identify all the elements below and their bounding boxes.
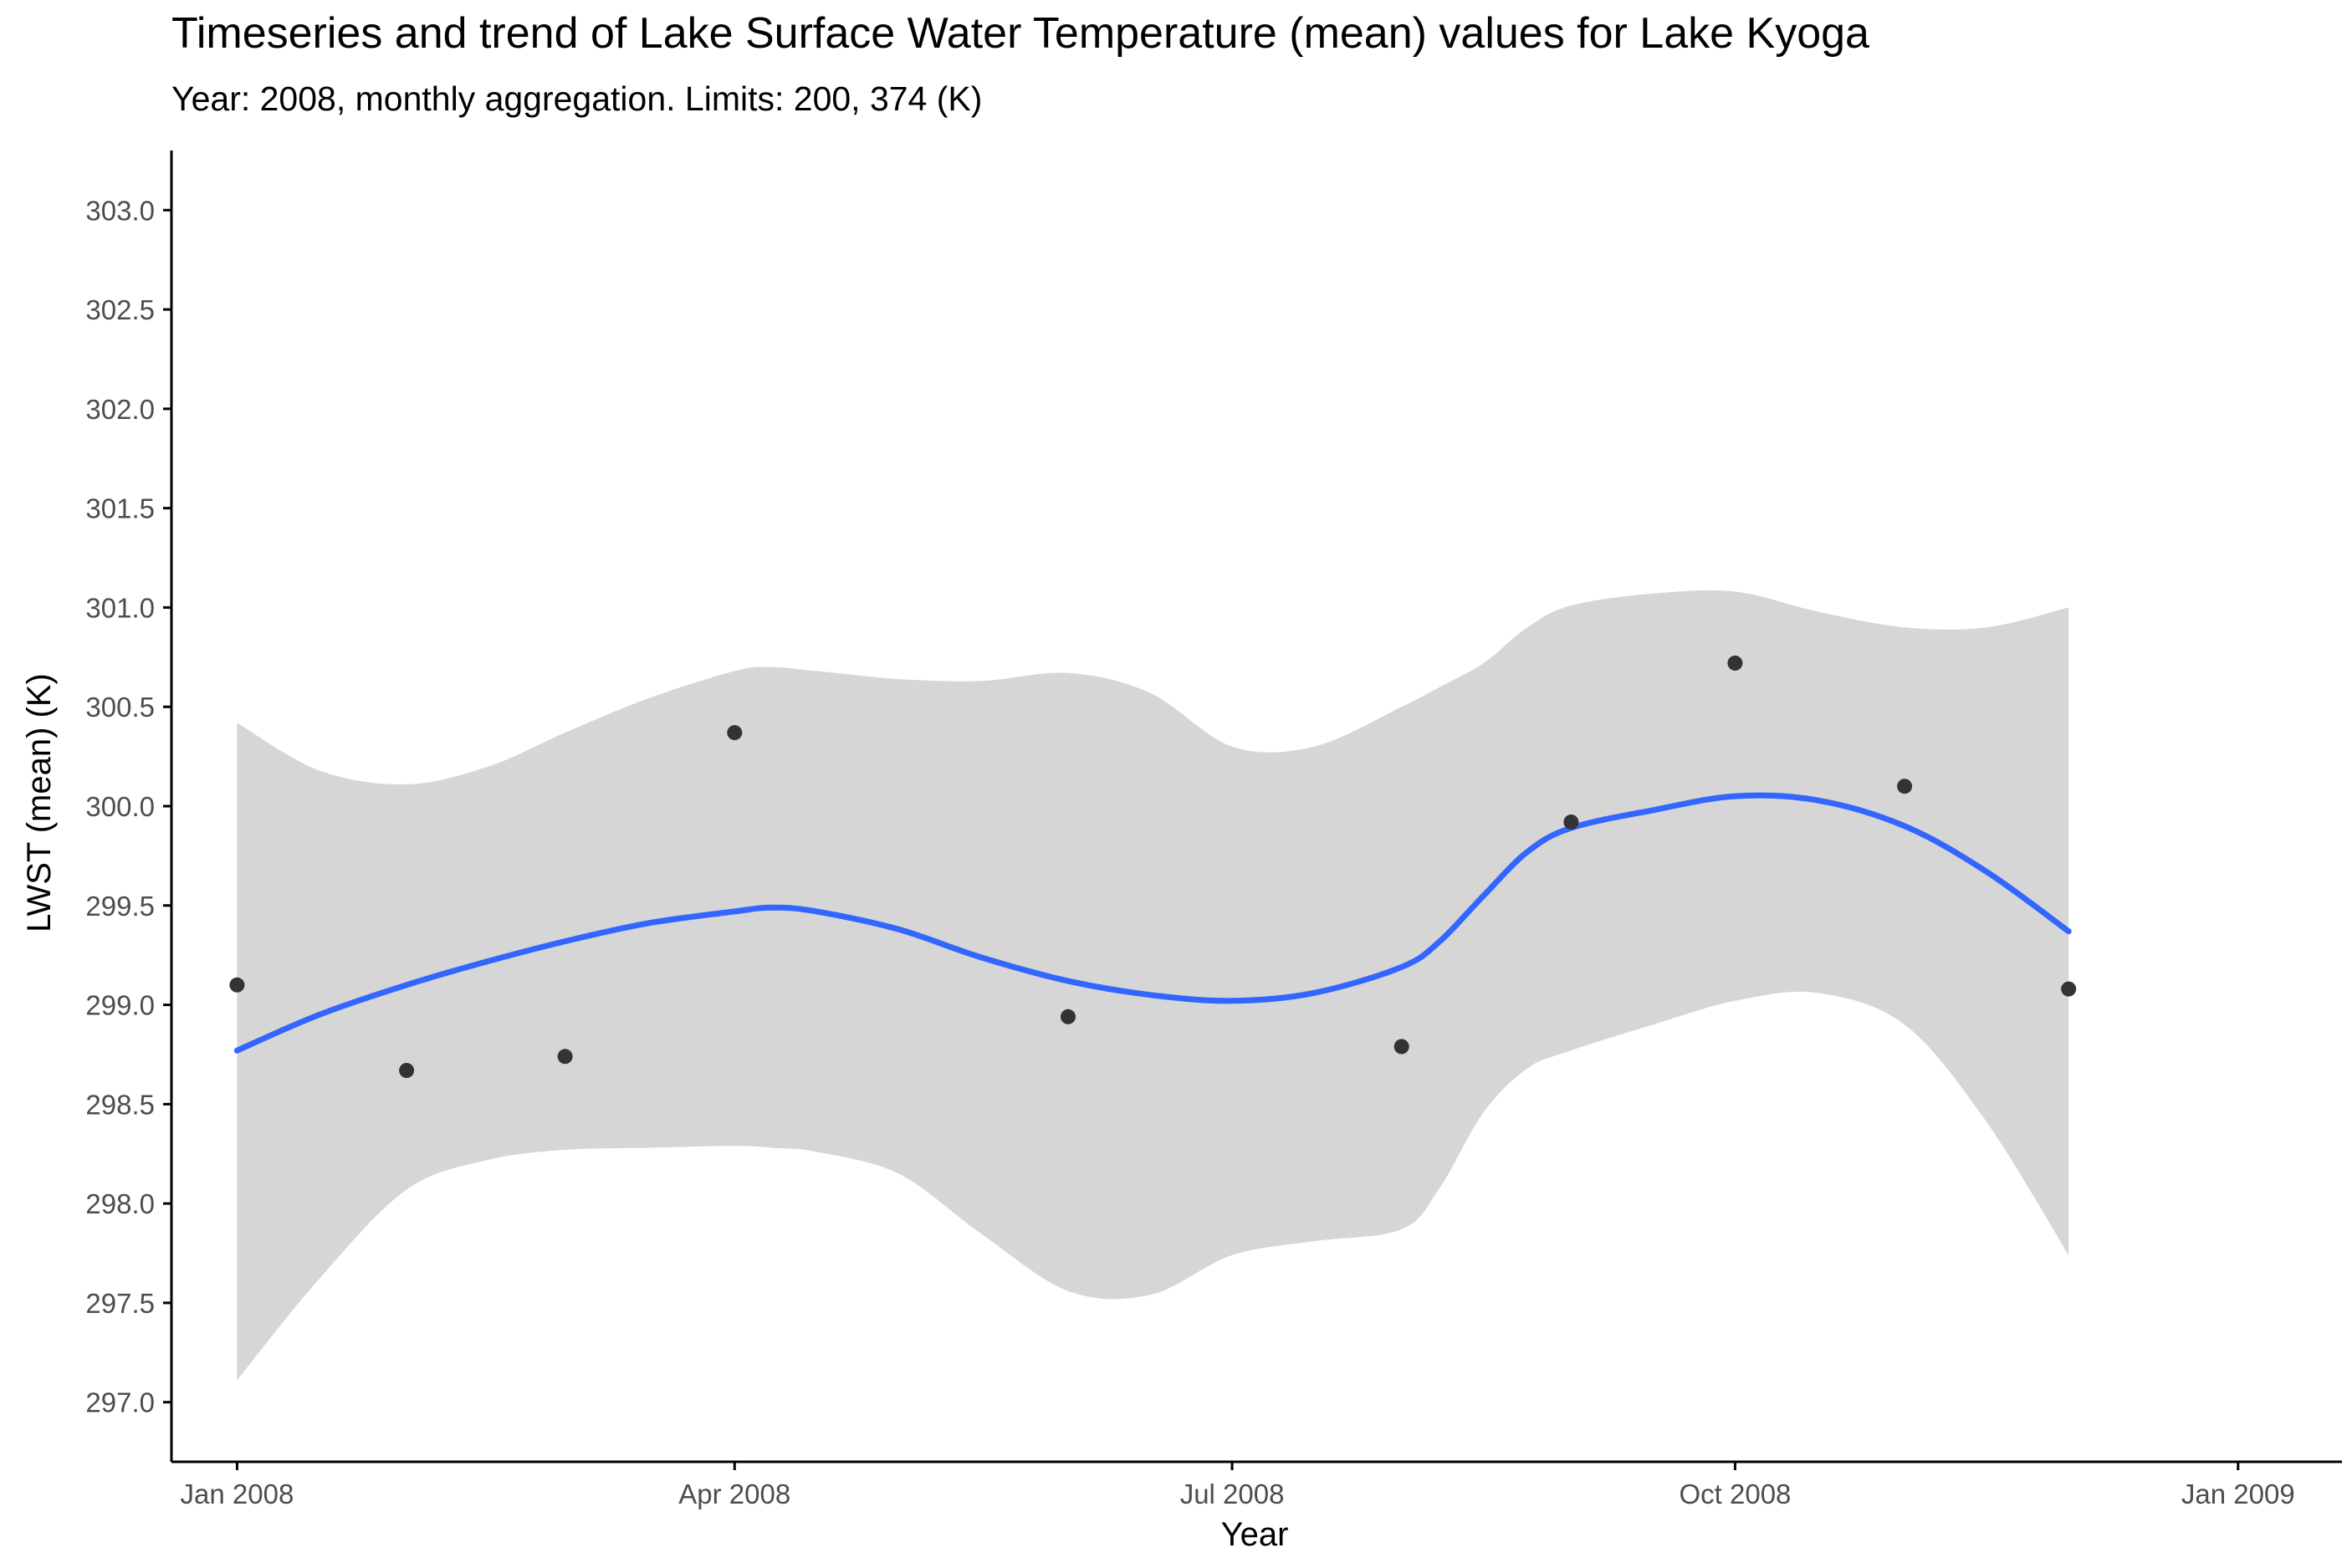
chart-title: Timeseries and trend of Lake Surface Wat… <box>171 9 1869 58</box>
data-point <box>229 977 245 993</box>
y-tick-label: 299.0 <box>85 990 155 1021</box>
data-point <box>557 1049 573 1065</box>
x-tick-label: Oct 2008 <box>1679 1479 1791 1509</box>
y-tick-label: 297.0 <box>85 1387 155 1418</box>
data-point <box>1061 1009 1076 1024</box>
confidence-band-layer <box>237 590 2069 1381</box>
y-tick-label: 300.5 <box>85 692 155 723</box>
data-point <box>1727 655 1743 671</box>
y-tick-label: 299.5 <box>85 891 155 922</box>
y-tick-label: 298.5 <box>85 1089 155 1120</box>
y-tick-label: 302.5 <box>85 294 155 325</box>
data-point <box>1897 779 1913 794</box>
trend-line-layer <box>233 792 2072 1054</box>
data-point <box>1563 815 1579 830</box>
x-tick-label: Jan 2009 <box>2181 1479 2295 1509</box>
y-tick-label: 297.5 <box>85 1288 155 1319</box>
x-tick-label: Jan 2008 <box>181 1479 294 1509</box>
y-tick-label: 303.0 <box>85 195 155 226</box>
y-tick-label: 301.0 <box>85 592 155 623</box>
x-axis-title: Year <box>1221 1516 1289 1553</box>
y-tick-label: 300.0 <box>85 791 155 822</box>
data-point <box>727 725 743 741</box>
y-tick-label: 298.0 <box>85 1188 155 1219</box>
confidence-band <box>237 590 2069 1381</box>
trend-line <box>233 792 2072 1054</box>
axes-layer: 297.0 297.5 298.0 298.5 299.0 299.5 300.0 300.5… <box>85 151 2342 1509</box>
y-tick-label: 301.5 <box>85 493 155 524</box>
y-axis-title: LWST (mean) (K) <box>21 673 58 932</box>
chart-subtitle: Year: 2008, monthly aggregation. Limits:… <box>171 79 983 118</box>
data-points-layer <box>229 655 2077 1078</box>
x-tick-label: Jul 2008 <box>1180 1479 1285 1509</box>
data-point <box>399 1063 415 1078</box>
data-point <box>1393 1039 1409 1055</box>
x-tick-label: Apr 2008 <box>678 1479 790 1509</box>
data-point <box>2061 981 2077 997</box>
y-tick-label: 302.0 <box>85 394 155 425</box>
